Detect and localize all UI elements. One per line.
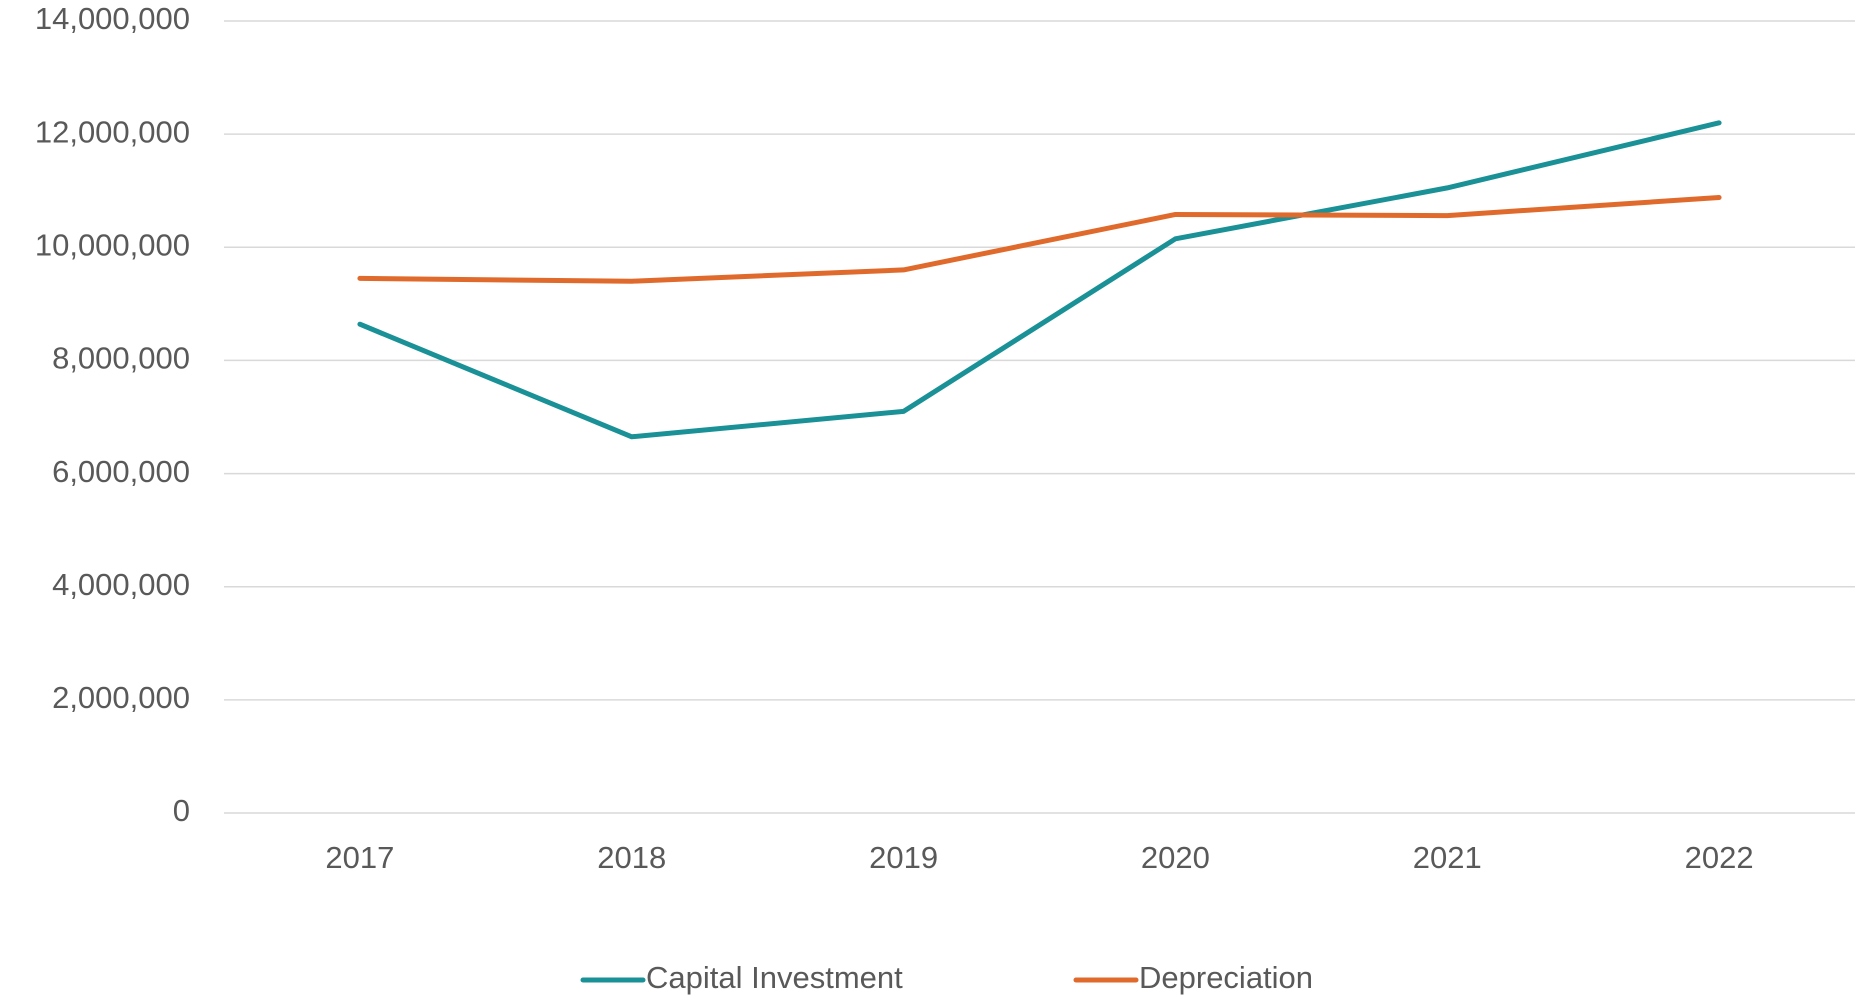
legend-label: Depreciation [1139, 960, 1313, 995]
series-line [357, 120, 1722, 440]
x-tick-label: 2022 [1685, 840, 1754, 875]
y-tick-label: 0 [173, 793, 190, 828]
x-tick-label: 2018 [597, 840, 666, 875]
y-tick-label: 8,000,000 [52, 341, 190, 376]
series-line [357, 195, 1722, 284]
y-tick-label: 14,000,000 [35, 1, 190, 36]
legend-label: Capital Investment [646, 960, 903, 995]
y-tick-label: 12,000,000 [35, 114, 190, 149]
x-tick-label: 2020 [1141, 840, 1210, 875]
y-tick-label: 4,000,000 [52, 567, 190, 602]
x-tick-label: 2019 [869, 840, 938, 875]
y-tick-label: 2,000,000 [52, 680, 190, 715]
y-tick-label: 10,000,000 [35, 227, 190, 262]
x-tick-label: 2021 [1413, 840, 1482, 875]
x-tick-label: 2017 [325, 840, 394, 875]
y-tick-label: 6,000,000 [52, 454, 190, 489]
